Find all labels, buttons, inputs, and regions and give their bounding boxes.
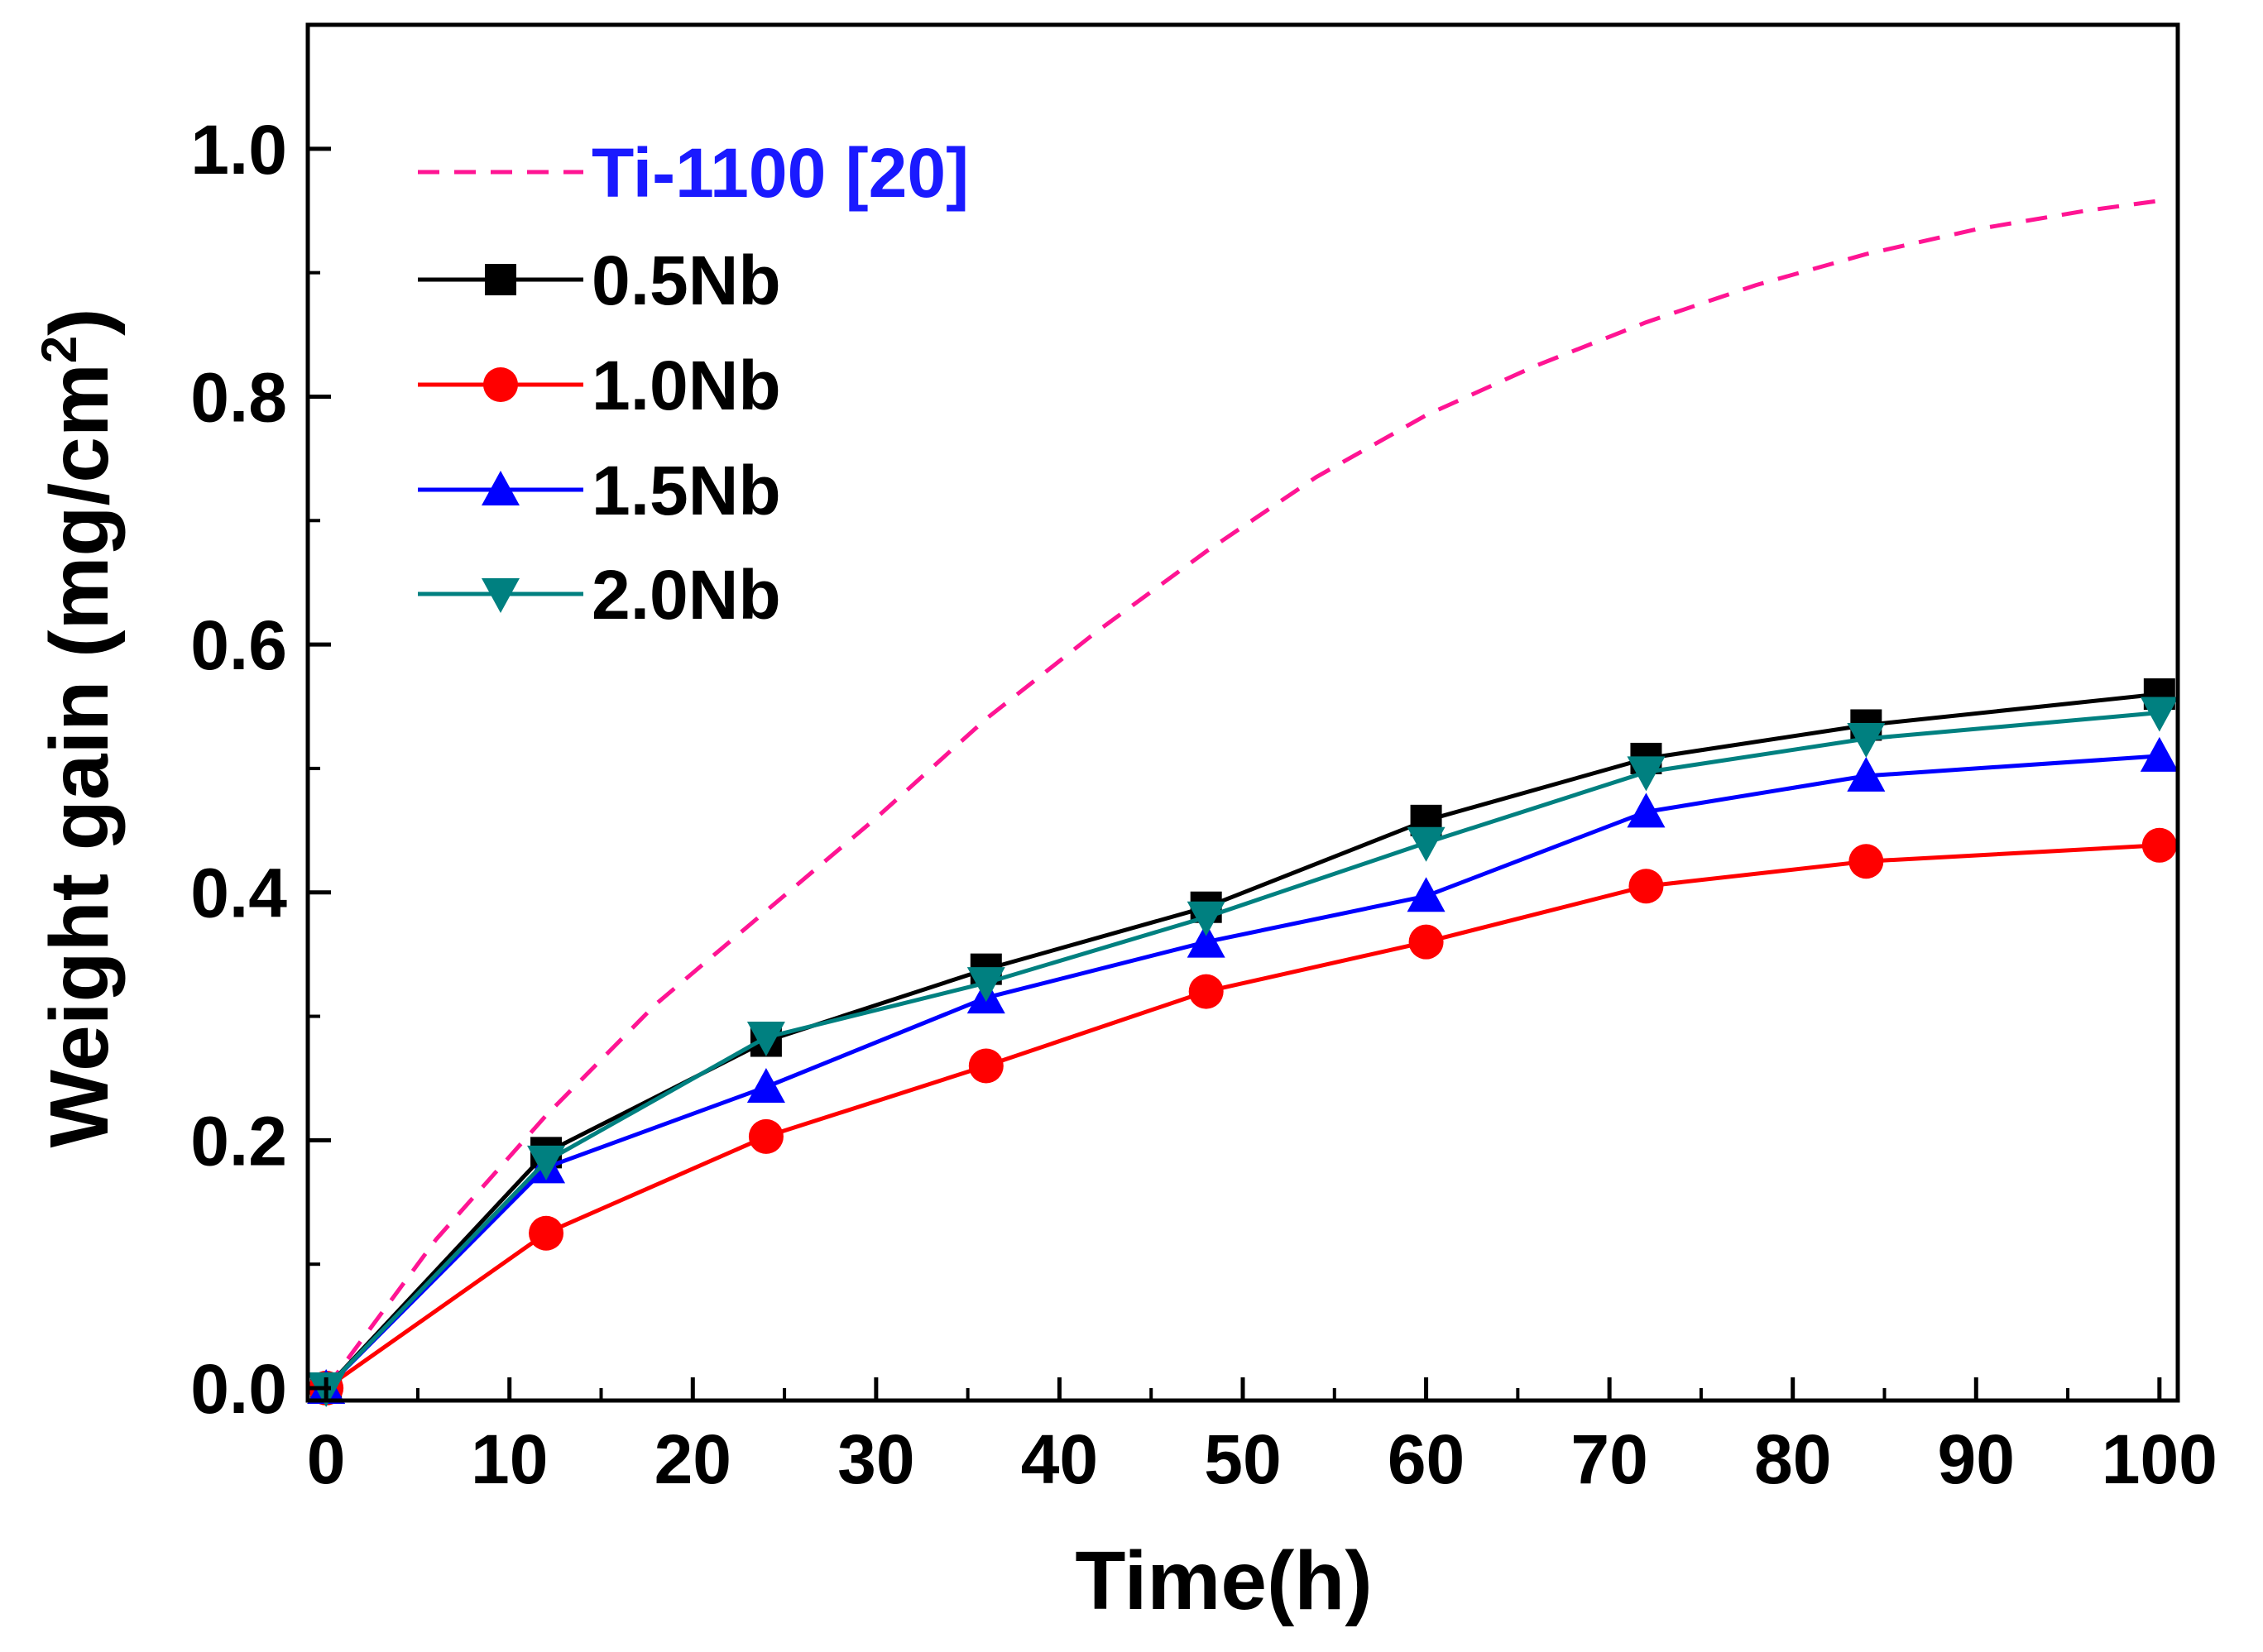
data-point <box>1847 722 1886 758</box>
legend-marker <box>483 367 518 402</box>
x-tick-label: 50 <box>1204 1420 1281 1498</box>
legend-label: 1.0Nb <box>592 347 781 424</box>
data-point <box>529 1215 564 1251</box>
legend-marker <box>482 578 520 613</box>
legend-label: 0.5Nb <box>592 242 781 319</box>
data-point <box>1627 792 1666 828</box>
legend: Ti-1100 [20] 0.5Nb 1.0Nb 1.5Nb 2.0Nb <box>418 134 969 634</box>
data-point <box>1187 901 1225 936</box>
y-tick-label: 0.8 <box>190 358 287 436</box>
x-tick-label: 80 <box>1754 1420 1831 1498</box>
series-1-5nb <box>307 736 2179 1405</box>
data-point <box>2140 736 2179 772</box>
y-tick-label: 0.0 <box>190 1350 287 1428</box>
x-tick-label: 70 <box>1570 1420 1647 1498</box>
data-point <box>966 967 1005 1003</box>
data-point <box>1187 922 1225 958</box>
data-point <box>968 1048 1004 1084</box>
legend-label: 1.5Nb <box>592 452 781 529</box>
ticks-layer: 0 10 20 30 40 50 60 70 80 90 100 0.0 0.2 0.4 0.6 0.8 1.0 <box>190 111 2217 1498</box>
x-tick-label: 20 <box>654 1420 731 1498</box>
y-axis-title-main: Weight gain (mg/cm <box>33 363 126 1147</box>
legend-item: Ti-1100 [20] <box>418 134 969 212</box>
data-point <box>1848 844 1884 879</box>
y-axis-title-superscript: 2 <box>31 336 87 363</box>
data-point <box>1847 756 1886 792</box>
data-point <box>1628 869 1664 904</box>
data-point <box>2141 827 2177 863</box>
data-point <box>1627 756 1666 792</box>
x-tick-label: 100 <box>2102 1420 2217 1498</box>
data-point <box>1407 826 1446 862</box>
data-point <box>1188 974 1224 1009</box>
x-axis-title: Time(h) <box>1075 1535 1372 1627</box>
legend-item: 1.5Nb <box>418 452 781 529</box>
series-layer <box>307 199 2179 1408</box>
data-point <box>748 1118 784 1154</box>
series-line <box>324 199 2160 1390</box>
legend-item: 0.5Nb <box>418 242 781 319</box>
data-point <box>746 1022 785 1057</box>
legend-label: 2.0Nb <box>592 556 781 634</box>
legend-marker <box>482 471 520 505</box>
data-point <box>527 1145 566 1180</box>
y-axis-title-close: ) <box>33 309 126 336</box>
legend-item: 1.0Nb <box>418 347 781 424</box>
x-tick-label: 0 <box>307 1420 346 1498</box>
x-tick-label: 90 <box>1938 1420 2015 1498</box>
legend-item: 2.0Nb <box>418 556 781 634</box>
data-point <box>746 1067 785 1103</box>
data-point <box>1407 877 1446 912</box>
legend-marker <box>485 264 516 295</box>
data-point <box>2140 697 2179 732</box>
x-tick-label: 60 <box>1388 1420 1465 1498</box>
series-ti-1100-20- <box>324 199 2160 1390</box>
legend-label: Ti-1100 [20] <box>592 134 969 212</box>
y-tick-label: 0.4 <box>190 855 287 932</box>
x-tick-label: 40 <box>1021 1420 1098 1498</box>
y-tick-label: 1.0 <box>190 111 287 189</box>
x-tick-label: 10 <box>471 1420 548 1498</box>
y-tick-label: 0.6 <box>190 606 287 684</box>
x-tick-label: 30 <box>837 1420 914 1498</box>
data-point <box>1408 924 1444 960</box>
y-axis-title: Weight gain (mg/cm2) <box>31 309 126 1148</box>
y-tick-label: 0.2 <box>190 1102 287 1180</box>
